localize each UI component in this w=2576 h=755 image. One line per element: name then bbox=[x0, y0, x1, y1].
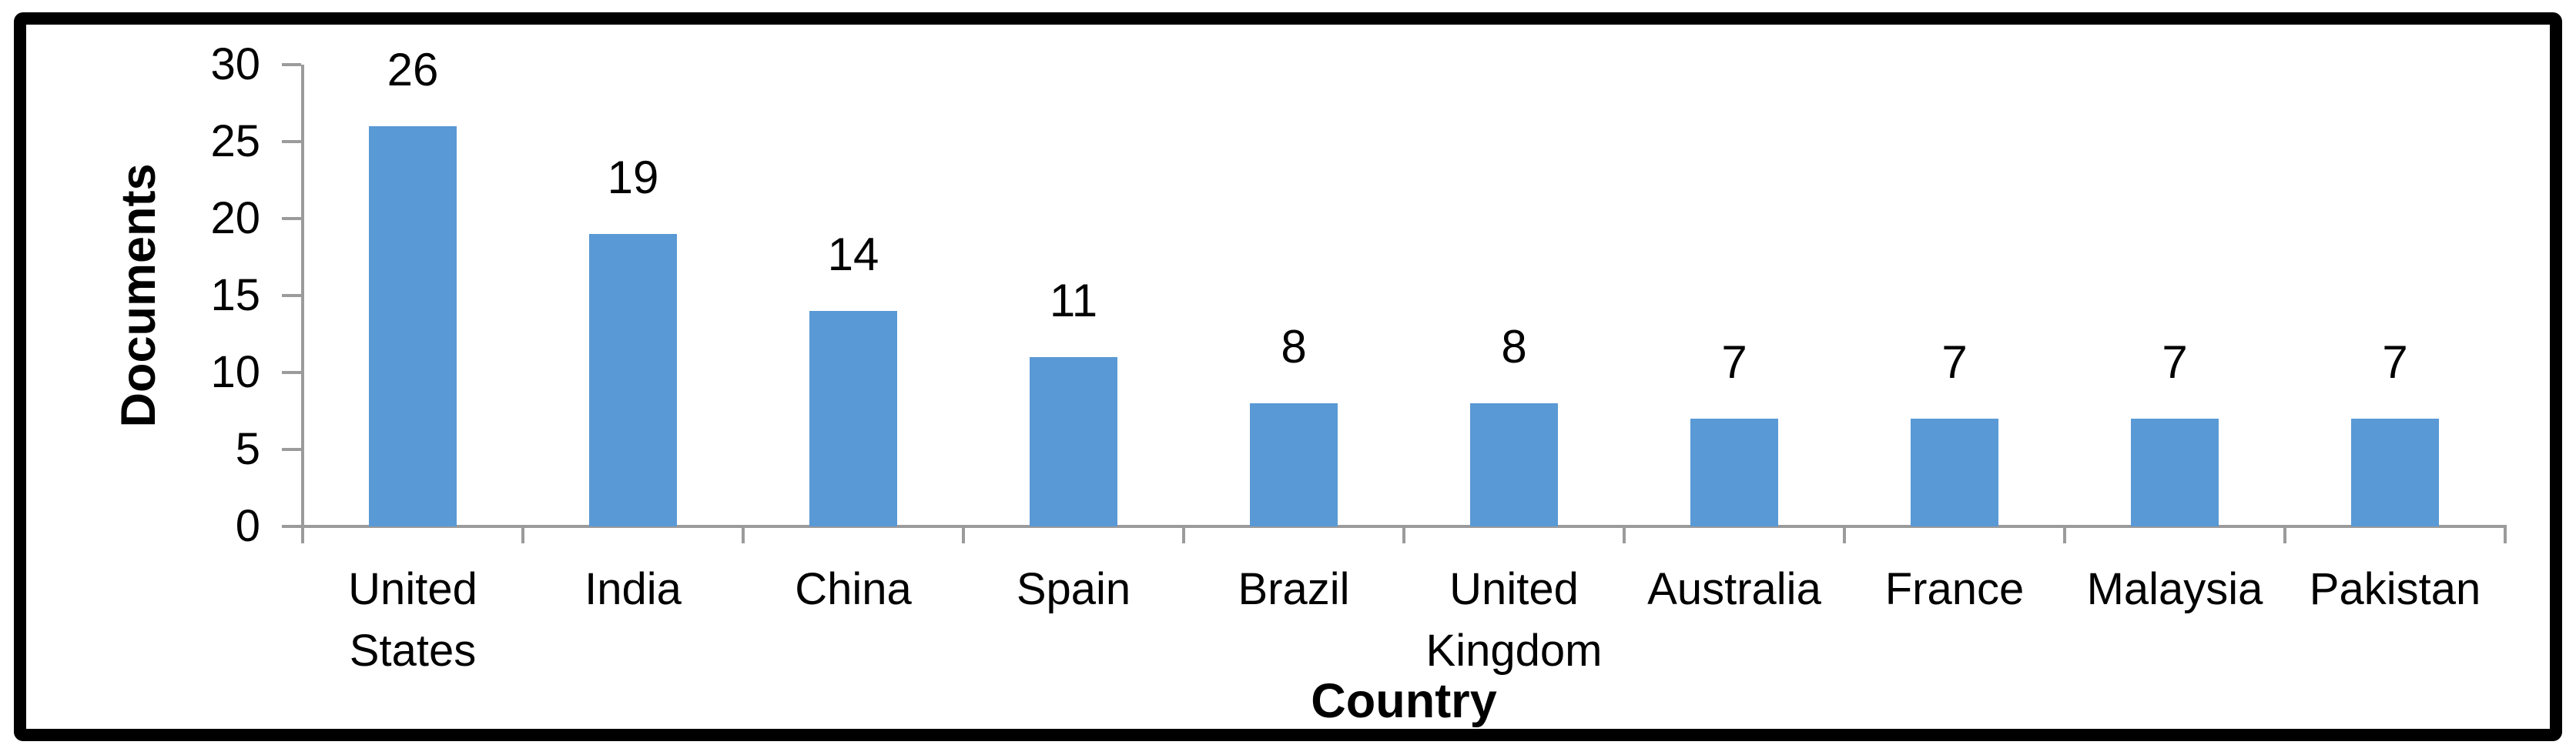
bar-brazil bbox=[1250, 403, 1338, 526]
bar-china bbox=[809, 311, 897, 526]
y-tick-label: 25 bbox=[210, 116, 260, 166]
x-tick-mark bbox=[1402, 528, 1405, 543]
x-tick-mark bbox=[1843, 528, 1846, 543]
bar-pakistan bbox=[2351, 419, 2439, 526]
y-tick-mark bbox=[282, 448, 301, 451]
y-tick-mark bbox=[282, 371, 301, 374]
category-label-australia: Australia bbox=[1647, 564, 1821, 614]
category-label-spain: Spain bbox=[1016, 564, 1131, 614]
value-label-malaysia: 7 bbox=[2162, 336, 2188, 388]
x-tick-mark bbox=[1623, 528, 1626, 543]
y-tick-mark bbox=[282, 140, 301, 143]
value-label-india: 19 bbox=[607, 152, 659, 203]
value-label-china: 14 bbox=[827, 229, 879, 280]
y-tick-label: 30 bbox=[210, 39, 260, 89]
x-tick-mark bbox=[2063, 528, 2066, 543]
bar-malaysia bbox=[2131, 419, 2219, 526]
y-tick-mark bbox=[282, 63, 301, 66]
category-label-malaysia: Malaysia bbox=[2086, 564, 2263, 614]
category-label-united-states: United States bbox=[348, 564, 477, 676]
y-axis-title: Documents bbox=[112, 163, 166, 428]
y-tick-mark bbox=[282, 217, 301, 220]
x-tick-mark bbox=[2283, 528, 2286, 543]
value-label-australia: 7 bbox=[1721, 336, 1747, 388]
y-axis-line bbox=[301, 65, 304, 526]
value-label-united-kingdom: 8 bbox=[1501, 321, 1527, 372]
category-label-china: China bbox=[795, 564, 912, 614]
value-label-france: 7 bbox=[1941, 336, 1968, 388]
y-tick-mark bbox=[282, 294, 301, 297]
x-tick-mark bbox=[301, 528, 304, 543]
y-tick-label: 5 bbox=[235, 424, 260, 474]
x-tick-mark bbox=[2504, 528, 2507, 543]
value-label-pakistan: 7 bbox=[2382, 336, 2408, 388]
x-tick-mark bbox=[742, 528, 745, 543]
category-label-india: India bbox=[585, 564, 682, 614]
y-tick-mark bbox=[282, 525, 301, 528]
y-tick-label: 15 bbox=[210, 270, 260, 320]
y-tick-label: 10 bbox=[210, 347, 260, 397]
x-axis-title: Country bbox=[1311, 674, 1497, 728]
x-tick-mark bbox=[1182, 528, 1185, 543]
chart-frame bbox=[14, 12, 2562, 741]
value-label-united-states: 26 bbox=[387, 44, 439, 95]
value-label-spain: 11 bbox=[1049, 275, 1098, 326]
category-label-pakistan: Pakistan bbox=[2309, 564, 2481, 614]
category-label-brazil: Brazil bbox=[1238, 564, 1350, 614]
x-tick-mark bbox=[962, 528, 965, 543]
bar-united-kingdom bbox=[1470, 403, 1558, 526]
bar-australia bbox=[1690, 419, 1778, 526]
y-tick-label: 0 bbox=[235, 501, 260, 551]
x-tick-mark bbox=[521, 528, 524, 543]
x-axis-line bbox=[301, 525, 2507, 528]
y-tick-label: 20 bbox=[210, 193, 260, 243]
bar-spain bbox=[1030, 357, 1117, 526]
value-label-brazil: 8 bbox=[1281, 321, 1307, 372]
category-label-france: France bbox=[1884, 564, 2025, 614]
bar-france bbox=[1911, 419, 1998, 526]
bar-united-states bbox=[369, 126, 457, 526]
bar-india bbox=[589, 234, 677, 526]
category-label-united-kingdom: United Kingdom bbox=[1425, 564, 1603, 676]
